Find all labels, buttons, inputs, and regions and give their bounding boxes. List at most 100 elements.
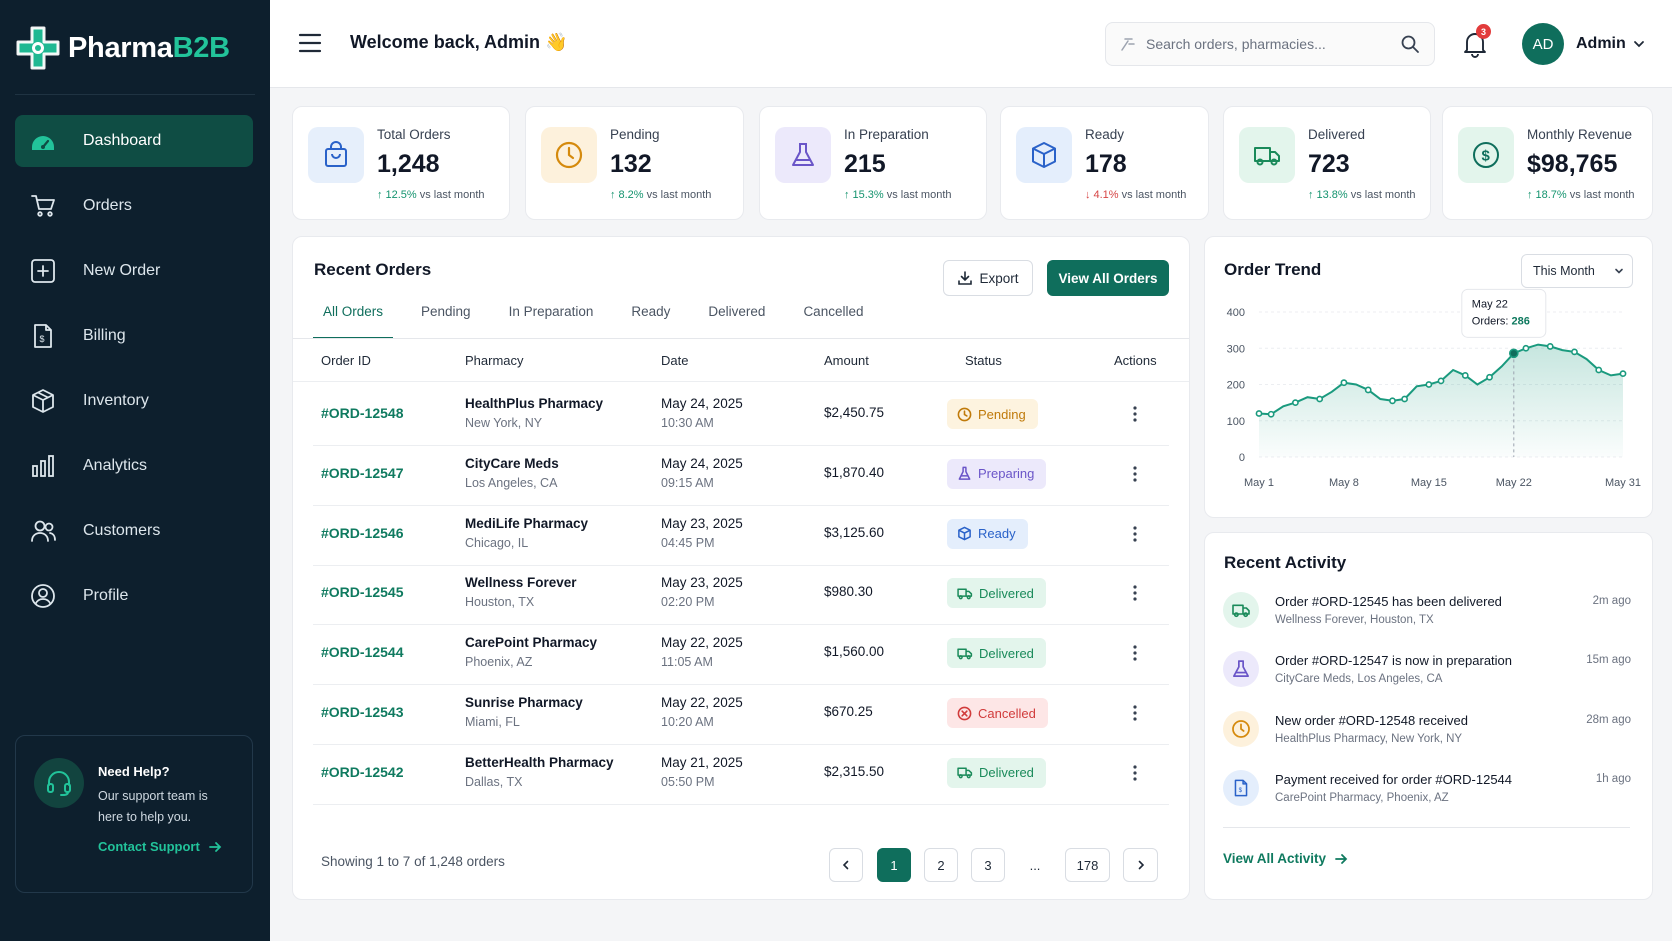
data-point[interactable]	[1267, 410, 1275, 418]
tab-cancelled[interactable]: Cancelled	[803, 304, 864, 319]
activity-subtext: CarePoint Pharmacy, Phoenix, AZ	[1275, 792, 1449, 804]
stat-change: ↑ 18.7% vs last month	[1527, 189, 1635, 201]
table-row[interactable]: #ORD-12548 HealthPlus Pharmacy New York, N…	[313, 382, 1169, 446]
activity-item[interactable]: Order #ORD-12547 is now in preparation C…	[1223, 651, 1631, 707]
search-icon[interactable]	[1400, 34, 1420, 54]
sidebar-item-orders[interactable]: Orders	[15, 180, 253, 232]
data-point[interactable]	[1486, 373, 1493, 381]
stat-card-delivered[interactable]: Delivered 723 ↑ 13.8% vs last month	[1223, 106, 1431, 220]
sidebar-item-inventory[interactable]: Inventory	[15, 375, 253, 427]
more-actions-icon[interactable]	[1127, 464, 1143, 484]
contact-support-link[interactable]: Contact Support	[98, 839, 222, 854]
prev-page-button[interactable]	[829, 848, 863, 882]
activity-item[interactable]: $ Payment received for order #ORD-12544 …	[1223, 770, 1631, 826]
more-actions-icon[interactable]	[1127, 763, 1143, 783]
data-point[interactable]	[1340, 379, 1348, 387]
sidebar-item-customers[interactable]: Customers	[15, 505, 253, 557]
stat-change-suffix: vs last month	[419, 189, 485, 201]
page-button-3[interactable]: 3	[971, 848, 1005, 882]
page-button-2[interactable]: 2	[924, 848, 958, 882]
table-row[interactable]: #ORD-12545 Wellness Forever Houston, TX May…	[313, 561, 1169, 626]
data-point[interactable]	[1619, 370, 1627, 378]
x-tick-label: May 15	[1411, 477, 1447, 489]
order-id-link[interactable]: #ORD-12544	[321, 644, 404, 661]
menu-toggle-icon[interactable]	[298, 32, 322, 54]
stat-change-suffix: vs last month	[886, 189, 952, 201]
table-row[interactable]: #ORD-12544 CarePoint Pharmacy Phoenix, AZ M…	[313, 621, 1169, 686]
stat-card-ready[interactable]: Ready 178 ↓ 4.1% vs last month	[1000, 106, 1209, 220]
chevron-down-icon[interactable]	[1632, 37, 1646, 51]
order-id-link[interactable]: #ORD-12547	[321, 464, 404, 481]
order-date: May 22, 2025	[661, 635, 743, 651]
data-point[interactable]	[1595, 366, 1603, 374]
page-button-1[interactable]: 1	[877, 848, 911, 882]
data-point[interactable]	[1425, 381, 1433, 388]
stat-card-in-preparation[interactable]: In Preparation 215 ↑ 15.3% vs last month	[759, 106, 987, 220]
order-id-link[interactable]: #ORD-12548	[321, 405, 404, 421]
data-point[interactable]	[1546, 343, 1554, 350]
data-point[interactable]	[1364, 386, 1372, 394]
tab-pending[interactable]: Pending	[421, 304, 471, 319]
data-point[interactable]	[1508, 348, 1519, 359]
sidebar-item-analytics[interactable]: Analytics	[15, 440, 253, 492]
activity-item[interactable]: New order #ORD-12548 received HealthPlus…	[1223, 711, 1631, 767]
activity-subtext: HealthPlus Pharmacy, New York, NY	[1275, 733, 1463, 745]
chevron-right-icon	[1135, 859, 1147, 871]
search-input[interactable]: Search orders, pharmacies...	[1146, 36, 1326, 52]
more-actions-icon[interactable]	[1127, 703, 1143, 723]
data-point[interactable]	[1389, 397, 1396, 405]
data-point[interactable]	[1437, 377, 1445, 385]
view-all-activity-link[interactable]: View All Activity	[1223, 851, 1348, 866]
sidebar-item-label: Billing	[83, 327, 126, 344]
tab-delivered[interactable]: Delivered	[708, 304, 766, 319]
user-name[interactable]: Admin	[1576, 35, 1626, 52]
truck-icon	[957, 586, 973, 601]
range-select[interactable]: This Month	[1521, 254, 1633, 288]
page-button-178[interactable]: 178	[1065, 848, 1110, 882]
data-point[interactable]	[1401, 395, 1408, 403]
more-actions-icon[interactable]	[1127, 404, 1143, 424]
order-id-link[interactable]: #ORD-12543	[321, 704, 404, 720]
tab-all-orders[interactable]: All Orders	[313, 302, 394, 339]
brand-logo[interactable]: PharmaB2B	[16, 24, 230, 72]
sidebar-item-profile[interactable]: Profile	[15, 570, 253, 622]
data-point[interactable]	[1461, 372, 1469, 379]
view-all-orders-button[interactable]: View All Orders	[1047, 260, 1169, 296]
next-page-button[interactable]	[1123, 848, 1158, 882]
tab-in-preparation[interactable]: In Preparation	[508, 304, 594, 319]
order-date: May 23, 2025	[661, 575, 743, 591]
more-actions-icon[interactable]	[1127, 524, 1143, 544]
stat-card-total-orders[interactable]: Total Orders 1,248 ↑ 12.5% vs last month	[292, 106, 510, 220]
order-id-link[interactable]: #ORD-12542	[321, 763, 404, 780]
avatar[interactable]: AD	[1522, 23, 1564, 65]
status-label: Delivered	[979, 585, 1034, 601]
table-row[interactable]: #ORD-12542 BetterHealth Pharmacy Dallas, T…	[313, 741, 1169, 805]
data-point[interactable]	[1292, 399, 1299, 407]
table-row[interactable]: #ORD-12547 CityCare Meds Los Angeles, CA Ma…	[313, 442, 1169, 506]
data-point[interactable]	[1571, 348, 1578, 356]
tab-ready[interactable]: Ready	[631, 304, 671, 319]
export-button[interactable]: Export	[943, 260, 1033, 296]
table-row[interactable]: #ORD-12543 Sunrise Pharmacy Miami, FL May 2…	[313, 681, 1169, 745]
more-actions-icon[interactable]	[1127, 643, 1143, 663]
stat-card-monthly-revenue[interactable]: $ Monthly Revenue $98,765 ↑ 18.7% vs last …	[1442, 106, 1653, 220]
stat-card-pending[interactable]: Pending 132 ↑ 8.2% vs last month	[525, 106, 744, 220]
search-box[interactable]: Search orders, pharmacies...	[1105, 22, 1435, 66]
data-point[interactable]	[1522, 344, 1530, 352]
x-tick-label: May 22	[1496, 477, 1532, 489]
status-badge: Pending	[947, 399, 1038, 429]
activity-item[interactable]: Order #ORD-12545 has been delivered Well…	[1223, 592, 1631, 648]
welcome-message: Welcome back, Admin 👋	[350, 32, 568, 52]
order-id-link[interactable]: #ORD-12545	[321, 584, 404, 601]
activity-subtext: Wellness Forever, Houston, TX	[1275, 614, 1434, 626]
sidebar-item-billing[interactable]: $ Billing	[15, 310, 253, 362]
more-actions-icon[interactable]	[1127, 583, 1143, 603]
table-row[interactable]: #ORD-12546 MediLife Pharmacy Chicago, IL Ma…	[313, 502, 1169, 566]
data-point[interactable]	[1255, 410, 1263, 417]
sidebar-item-dashboard[interactable]: Dashboard	[15, 115, 253, 167]
order-id-link[interactable]: #ORD-12546	[321, 524, 404, 541]
clock-icon	[541, 127, 597, 183]
data-point[interactable]	[1316, 395, 1324, 403]
sidebar-item-new-order[interactable]: New Order	[15, 245, 253, 297]
stat-change: ↑ 15.3% vs last month	[844, 189, 952, 201]
